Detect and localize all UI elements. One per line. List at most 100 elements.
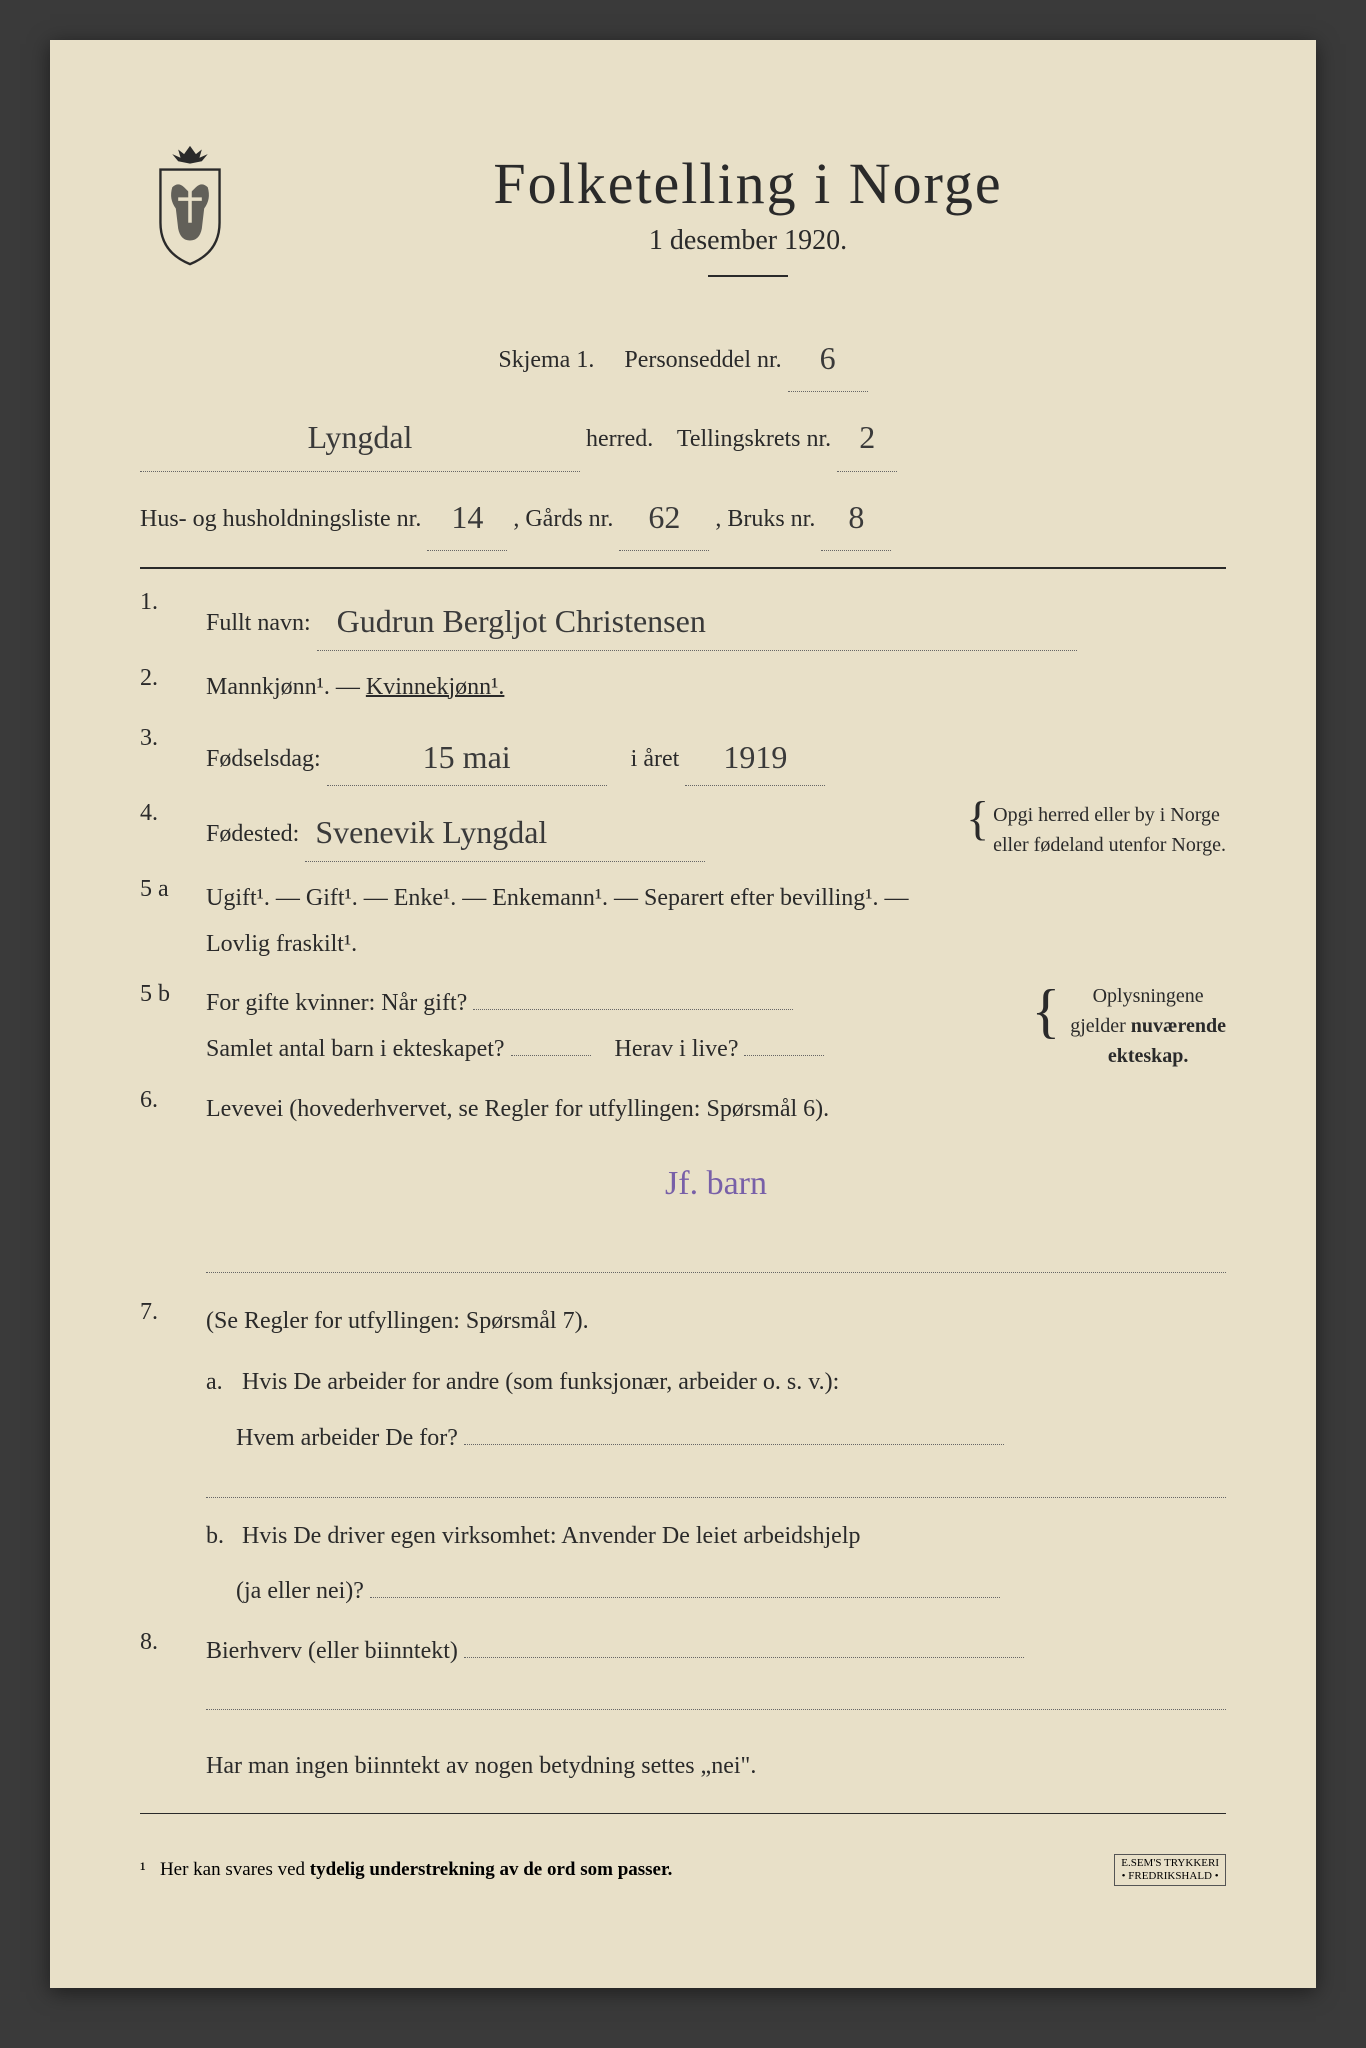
question-8: 8. Bierhverv (eller biinntekt) bbox=[140, 1629, 1226, 1723]
q5b-brace-icon: { bbox=[1031, 981, 1060, 1041]
personseddel-nr-field: 6 bbox=[788, 321, 868, 392]
q8-label: Bierhverv (eller biinntekt) bbox=[206, 1638, 458, 1664]
q5a-options: Ugift¹. — Gift¹. — Enke¹. — Enkemann¹. —… bbox=[206, 876, 1226, 922]
question-6: 6. Levevei (hovederhvervet, se Regler fo… bbox=[140, 1087, 1226, 1285]
q4-num: 4. bbox=[140, 800, 190, 827]
q5b-label3: Herav i live? bbox=[615, 1036, 739, 1062]
q3-content: Fødselsdag: 15 mai i året 1919 bbox=[206, 725, 1226, 787]
gards-label: , Gårds nr. bbox=[513, 506, 613, 532]
q7a-field bbox=[464, 1417, 1004, 1445]
footer-area: ¹ Her kan svares ved tydelig understrekn… bbox=[140, 1854, 1226, 1886]
q3-num: 3. bbox=[140, 725, 190, 752]
bruks-label: , Bruks nr. bbox=[715, 506, 815, 532]
q6-content: Levevei (hovederhvervet, se Regler for u… bbox=[206, 1087, 1226, 1285]
q8-num: 8. bbox=[140, 1629, 190, 1656]
q1-content: Fullt navn: Gudrun Bergljot Christensen bbox=[206, 589, 1226, 651]
q1-label: Fullt navn: bbox=[206, 610, 311, 636]
q5b-label1: For gifte kvinner: Når gift? bbox=[206, 990, 467, 1016]
q7a-label: a. bbox=[206, 1360, 236, 1406]
q5b-note: Oplysningene gjelder nuværende ekteskap. bbox=[1070, 981, 1226, 1071]
herred-value: Lyngdal bbox=[308, 419, 413, 455]
q7b-field bbox=[370, 1570, 1000, 1598]
divider-main bbox=[140, 567, 1226, 569]
q5b-content: For gifte kvinner: Når gift? Samlet anta… bbox=[206, 981, 1226, 1072]
footnote-num: ¹ bbox=[140, 1859, 146, 1880]
header-section: Folketelling i Norge 1 desember 1920. bbox=[140, 140, 1226, 307]
tellingskrets-field: 2 bbox=[837, 400, 897, 471]
q5b-field3 bbox=[744, 1028, 824, 1056]
q3-year-value: 1919 bbox=[723, 739, 787, 775]
question-5a: 5 a Ugift¹. — Gift¹. — Enke¹. — Enkemann… bbox=[140, 876, 1226, 967]
q3-day-value: 15 mai bbox=[423, 739, 511, 775]
q5a-line2: Lovlig fraskilt¹. bbox=[206, 922, 1226, 968]
q1-num: 1. bbox=[140, 589, 190, 616]
footnote-text: ¹ Her kan svares ved tydelig understrekn… bbox=[140, 1859, 672, 1881]
q7-header: (Se Regler for utfyllingen: Spørsmål 7). bbox=[206, 1299, 1226, 1345]
question-1: 1. Fullt navn: Gudrun Bergljot Christens… bbox=[140, 589, 1226, 651]
q7-content: (Se Regler for utfyllingen: Spørsmål 7).… bbox=[206, 1299, 1226, 1615]
q5b-note-line3: ekteskap. bbox=[1070, 1041, 1226, 1071]
q5a-content: Ugift¹. — Gift¹. — Enke¹. — Enkemann¹. —… bbox=[206, 876, 1226, 967]
hushold-value: 14 bbox=[451, 499, 483, 535]
printer-line1: E.SEM'S TRYKKERI bbox=[1121, 1857, 1219, 1870]
q4-content: Fødested: Svenevik Lyngdal { Opgi herred… bbox=[206, 800, 1226, 862]
herred-field: Lyngdal bbox=[140, 400, 580, 471]
q7-num: 7. bbox=[140, 1299, 190, 1326]
printer-line2: • FREDRIKSHALD • bbox=[1121, 1870, 1219, 1883]
q4-value: Svenevik Lyngdal bbox=[315, 814, 547, 850]
footnote-pre: Her kan svares ved bbox=[160, 1859, 310, 1880]
tellingskrets-label: Tellingskrets nr. bbox=[677, 426, 831, 452]
schema-prefix: Skjema 1. bbox=[498, 347, 594, 373]
title-block: Folketelling i Norge 1 desember 1920. bbox=[270, 140, 1226, 307]
q5b-field1 bbox=[473, 982, 793, 1010]
title-divider bbox=[708, 275, 788, 277]
footer-divider bbox=[140, 1813, 1226, 1814]
coat-of-arms-icon bbox=[140, 140, 240, 270]
q1-field: Gudrun Bergljot Christensen bbox=[317, 589, 1077, 651]
question-3: 3. Fødselsdag: 15 mai i året 1919 bbox=[140, 725, 1226, 787]
q4-note-line2: eller fødeland utenfor Norge. bbox=[993, 830, 1226, 860]
q8-content: Bierhverv (eller biinntekt) bbox=[206, 1629, 1226, 1723]
q2-kvinne: Kvinnekjønn¹. bbox=[366, 674, 505, 700]
q2-content: Mannkjønn¹. — Kvinnekjønn¹. bbox=[206, 665, 1226, 711]
q2-dash: — bbox=[336, 674, 366, 700]
q2-num: 2. bbox=[140, 665, 190, 692]
main-title: Folketelling i Norge bbox=[270, 150, 1226, 217]
hushold-field: 14 bbox=[427, 480, 507, 551]
q1-value: Gudrun Bergljot Christensen bbox=[337, 603, 706, 639]
q7b-text1: Hvis De driver egen virksomhet: Anvender… bbox=[242, 1523, 860, 1549]
schema-line: Skjema 1. Personseddel nr. 6 bbox=[140, 317, 1226, 396]
q4-note: Opgi herred eller by i Norge eller fødel… bbox=[993, 800, 1226, 860]
q5b-field2 bbox=[511, 1028, 591, 1056]
q4-label: Fødested: bbox=[206, 821, 299, 847]
subtitle: 1 desember 1920. bbox=[270, 225, 1226, 257]
q7a-text1: Hvis De arbeider for andre (som funksjon… bbox=[242, 1369, 839, 1395]
q4-brace-icon: { bbox=[966, 800, 989, 838]
q3-year-label: i året bbox=[631, 746, 680, 772]
question-5b: 5 b For gifte kvinner: Når gift? Samlet … bbox=[140, 981, 1226, 1072]
bruks-field: 8 bbox=[821, 480, 891, 551]
herred-label: herred. bbox=[586, 426, 653, 452]
q5a-num: 5 a bbox=[140, 876, 190, 903]
q5b-num: 5 b bbox=[140, 981, 190, 1008]
tellingskrets-value: 2 bbox=[859, 419, 875, 455]
herred-line: Lyngdal herred. Tellingskrets nr. 2 bbox=[140, 396, 1226, 475]
q8-field bbox=[464, 1630, 1024, 1658]
q3-label: Fødselsdag: bbox=[206, 746, 321, 772]
q6-blank-line bbox=[206, 1249, 1226, 1273]
q8-blank-line bbox=[206, 1686, 1226, 1710]
q6-value: Jf. barn bbox=[665, 1165, 767, 1202]
q5b-note-line1: Oplysningene bbox=[1070, 981, 1226, 1011]
question-4: 4. Fødested: Svenevik Lyngdal { Opgi her… bbox=[140, 800, 1226, 862]
gards-field: 62 bbox=[619, 480, 709, 551]
question-2: 2. Mannkjønn¹. — Kvinnekjønn¹. bbox=[140, 665, 1226, 711]
q3-day-field: 15 mai bbox=[327, 725, 607, 787]
census-form-document: Folketelling i Norge 1 desember 1920. Sk… bbox=[50, 40, 1316, 1988]
q3-year-field: 1919 bbox=[685, 725, 825, 787]
personseddel-label: Personseddel nr. bbox=[624, 347, 781, 373]
personseddel-nr-value: 6 bbox=[820, 340, 836, 376]
q7a-text2: Hvem arbeider De for? bbox=[236, 1425, 458, 1451]
q4-note-line1: Opgi herred eller by i Norge bbox=[993, 800, 1226, 830]
q7b-text2: (ja eller nei)? bbox=[236, 1578, 364, 1604]
footnote-bold: tydelig understrekning av de ord som pas… bbox=[310, 1859, 673, 1880]
